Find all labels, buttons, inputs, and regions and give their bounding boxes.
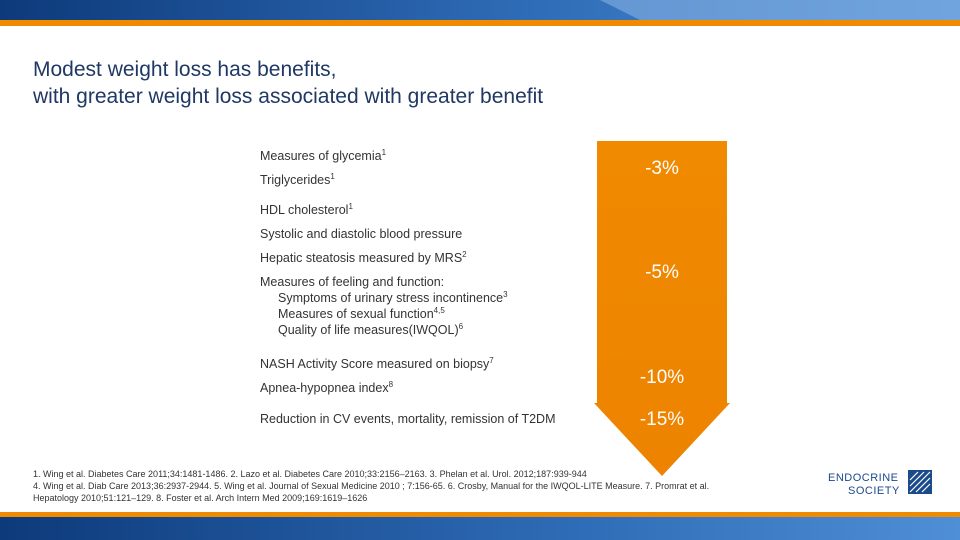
measure-hdl: HDL cholesterol1: [260, 202, 353, 218]
endocrine-society-logo: ENDOCRINE SOCIETY: [826, 468, 936, 498]
reference-line-2: 4. Wing et al. Diab Care 2013;36:2937-29…: [33, 481, 710, 491]
top-banner: [0, 0, 960, 26]
subitem-sexual-function: Measures of sexual function4,5: [278, 306, 445, 322]
slide-title: Modest weight loss has benefits, with gr…: [33, 56, 733, 110]
bottom-banner: [0, 512, 960, 540]
logo-line-1: ENDOCRINE: [828, 472, 899, 484]
measure-cv-events: Reduction in CV events, mortality, remis…: [260, 412, 556, 426]
weight-loss-10-label: -10%: [639, 367, 685, 388]
weight-loss-3-label: -3%: [645, 158, 679, 179]
measure-apnea-hypopnea: Apnea-hypopnea index8: [260, 380, 394, 396]
measure-feeling-function: Measures of feeling and function: Sympto…: [260, 275, 508, 338]
reference-line-1: 1. Wing et al. Diabetes Care 2011;34:148…: [33, 469, 587, 479]
weight-loss-5-label: -5%: [645, 262, 679, 283]
logo-line-2: SOCIETY: [848, 485, 900, 497]
references: 1. Wing et al. Diabetes Care 2011;34:148…: [33, 468, 803, 504]
title-line-2: with greater weight loss associated with…: [33, 85, 544, 108]
title-line-1: Modest weight loss has benefits,: [33, 58, 337, 81]
measure-glycemia: Measures of glycemia1: [260, 148, 387, 164]
measure-blood-pressure: Systolic and diastolic blood pressure: [260, 227, 463, 241]
measure-nash-score: NASH Activity Score measured on biopsy7: [260, 356, 494, 372]
logo-mark-icon: [908, 470, 932, 494]
subitem-quality-of-life: Quality of life measures(IWQOL)6: [278, 322, 464, 338]
measure-hepatic-steatosis: Hepatic steatosis measured by MRS2: [260, 250, 467, 266]
measure-triglycerides: Triglycerides1: [260, 172, 335, 188]
reference-line-3: Hepatology 2010;51:121–129. 8. Foster et…: [33, 493, 368, 503]
subitem-urinary-incontinence: Symptoms of urinary stress incontinence3: [278, 290, 508, 306]
weight-loss-15-label: -15%: [639, 409, 685, 430]
weight-loss-arrow: [594, 141, 730, 476]
